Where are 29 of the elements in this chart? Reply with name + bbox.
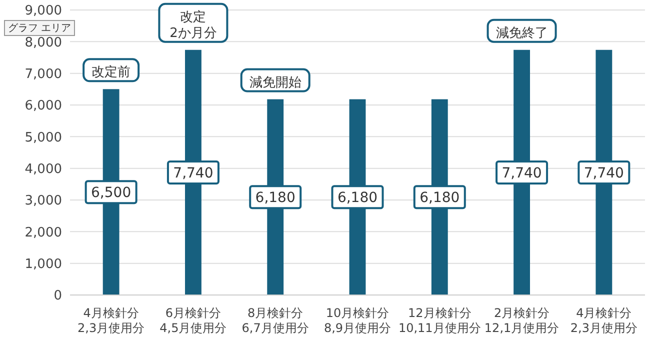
y-tick-label: 3,000 [24,194,62,209]
annotation: 減免終了 [496,26,548,41]
data-label: 7,740 [584,165,624,182]
data-label: 6,500 [91,185,132,202]
data-label: 7,740 [502,165,542,182]
y-tick-label: 9,000 [24,4,62,19]
x-tick-label: 12月検針分 10,11月使用分 [398,306,481,335]
y-tick-label: 1,000 [24,256,62,272]
x-tick-label: 6月検針分 4,5月使用分 [160,306,227,335]
data-label: 6,180 [255,190,296,206]
y-tick-label: 4,000 [24,162,62,177]
y-tick-label: 8,000 [24,35,62,50]
x-tick-label: 4月検針分 2,3月使用分 [78,306,145,335]
y-tick-label: 0 [54,288,62,304]
annotation: グラフ エリア [4,20,76,36]
data-label: 7,740 [173,165,214,182]
x-tick-label: 10月検針分 8,9月使用分 [324,306,392,335]
annotation: 減免開始 [249,75,302,90]
data-label: 6,180 [420,190,460,206]
annotation: 改定 2か月分 [170,10,217,41]
x-tick-label: 4月検針分 2,3月使用分 [570,306,638,335]
x-tick-label: 8月検針分 6,7月使用分 [242,306,309,335]
y-tick-label: 6,000 [24,98,62,114]
y-tick-label: 5,000 [24,130,62,146]
annotation: 改定前 [92,65,131,80]
y-tick-label: 2,000 [24,225,62,240]
y-tick-label: 7,000 [24,66,62,82]
x-tick-label: 2月検針分 12,1月使用分 [484,306,560,335]
data-label: 6,180 [337,190,378,206]
